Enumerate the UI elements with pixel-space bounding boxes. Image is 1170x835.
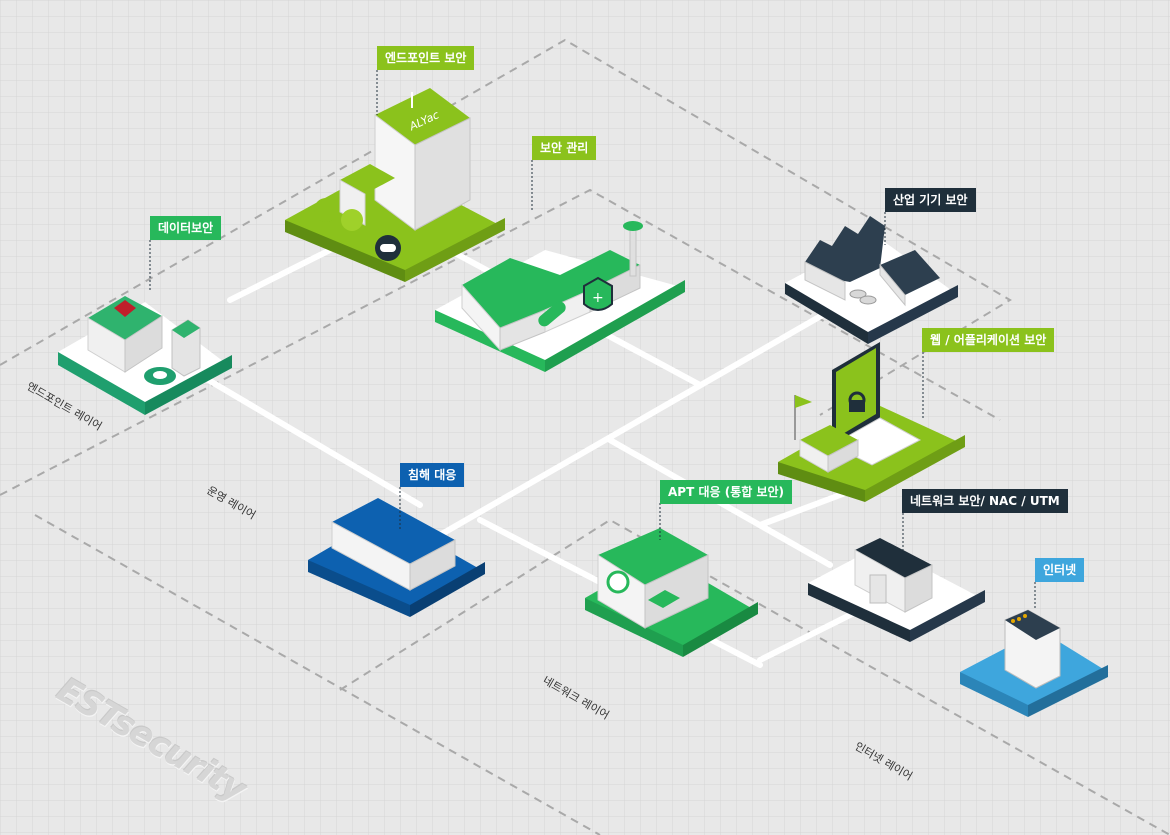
callout-intrusion-response: 침해 대응 <box>400 463 465 487</box>
operation-layer-boundary <box>0 188 1001 496</box>
web-app-block[interactable] <box>778 342 965 502</box>
security-management-block[interactable]: + <box>435 221 685 372</box>
shield-alert-icon <box>114 300 136 317</box>
callout-web-app-security: 웹 / 어플리케이션 보안 <box>922 328 1055 352</box>
callout-endpoint-security: 엔드포인트 보안 <box>377 46 475 70</box>
bandage-icon <box>538 301 566 327</box>
svg-text:+: + <box>592 290 604 306</box>
layer-boundaries <box>0 38 1170 835</box>
callout-data-security: 데이터보안 <box>150 216 222 240</box>
flag-icon <box>795 395 812 408</box>
mascot-icon <box>341 209 363 231</box>
mascot-icon <box>314 198 338 222</box>
callout-apt-response: APT 대응 (통합 보안) <box>660 480 793 504</box>
apt-block[interactable] <box>585 528 758 657</box>
callout-network-security: 네트워크 보안/ NAC / UTM <box>902 489 1068 513</box>
shield-plus-icon <box>583 276 613 311</box>
intrusion-response-block[interactable] <box>308 498 485 617</box>
network-lower-boundary <box>339 518 1170 835</box>
callout-industrial-security: 산업 기기 보안 <box>885 188 976 212</box>
endpoint-layer-boundary <box>0 38 1012 416</box>
industrial-device-block[interactable] <box>785 216 958 344</box>
internet-block[interactable] <box>960 609 1108 717</box>
network-layer-boundary <box>34 514 601 835</box>
network-security-block[interactable] <box>808 538 985 642</box>
callout-security-management: 보안 관리 <box>532 136 597 160</box>
data-security-block[interactable] <box>58 296 232 415</box>
callout-stems <box>149 70 1036 610</box>
endpoint-security-block[interactable]: ALYac <box>285 88 505 282</box>
chart-badge-icon <box>606 570 630 594</box>
callout-internet: 인터넷 <box>1035 558 1085 582</box>
